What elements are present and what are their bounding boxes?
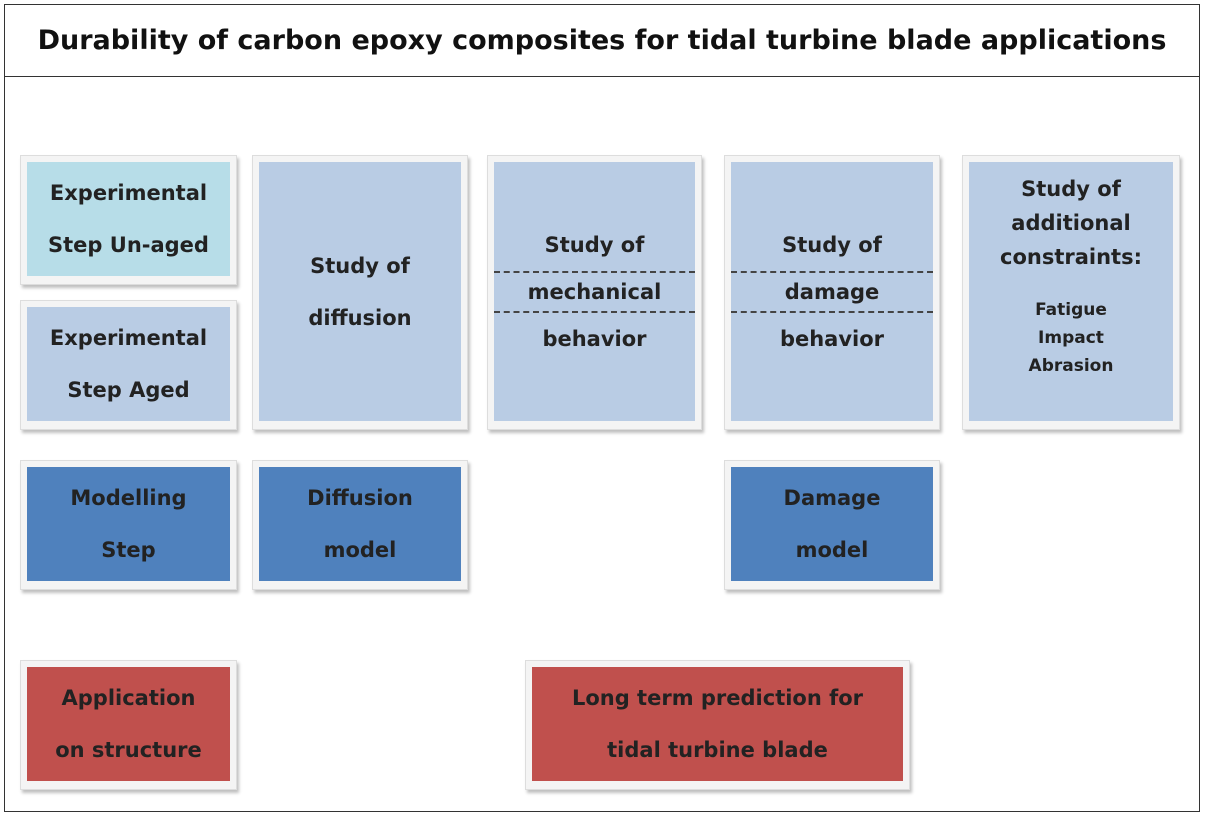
title: Durability of carbon epoxy composites fo… — [37, 25, 1167, 56]
box-fill: Experimental Step Un-aged — [27, 162, 230, 276]
step-box: Experimental Step Aged — [20, 300, 237, 430]
item-list: Fatigue Impact Abrasion — [1029, 296, 1114, 380]
box-label: Experimental — [49, 181, 208, 205]
box-label: tidal turbine blade — [607, 738, 828, 762]
title-bar: Durability of carbon epoxy composites fo… — [5, 5, 1199, 77]
diagram-frame: Durability of carbon epoxy composites fo… — [4, 4, 1200, 812]
box-fill: Study of damage behavior — [731, 162, 933, 421]
box-label: Application — [61, 686, 196, 710]
step-box: Study of additional constraints: Fatigue Imp… — [962, 155, 1180, 430]
step-box: Long term prediction for tidal turbine bl… — [525, 660, 910, 790]
step-box: Study of damage behavior — [724, 155, 940, 430]
box-label: mechanical — [494, 270, 695, 311]
step-box: Damage model — [724, 460, 940, 590]
box-label: Experimental — [49, 326, 208, 350]
box-fill: Study of additional constraints: Fatigue Imp… — [969, 162, 1173, 421]
box-label: behavior — [494, 310, 695, 365]
box-label: additional — [1011, 211, 1131, 235]
box-fill: Study of diffusion — [259, 162, 461, 421]
box-label: Study of — [310, 253, 410, 278]
box-fill: Application on structure — [27, 667, 230, 781]
step-box: Diffusion model — [252, 460, 468, 590]
box-label: model — [323, 538, 397, 562]
box-fill: Damage model — [731, 467, 933, 581]
box-label: Diffusion — [307, 486, 413, 510]
box-label: Study of — [782, 232, 882, 257]
box-label: Study of — [1021, 177, 1121, 201]
box-fill: Modelling Step — [27, 467, 230, 581]
box-fill: Study of mechanical behavior — [494, 162, 695, 421]
item-label: Abrasion — [1028, 356, 1114, 376]
box-fill: Experimental Step Aged — [27, 307, 230, 421]
box-label: Step — [101, 538, 156, 562]
box-label: Damage — [783, 486, 881, 510]
item-label: Fatigue — [1035, 300, 1107, 320]
box-label: damage — [731, 270, 933, 311]
box-label: Modelling — [70, 486, 187, 510]
box-label: Step Un-aged — [48, 233, 209, 257]
box-fill: Long term prediction for tidal turbine bl… — [532, 667, 903, 781]
box-label: Long term prediction for — [571, 686, 864, 710]
box-label: behavior — [731, 310, 933, 365]
step-box: Modelling Step — [20, 460, 237, 590]
box-label: Study of — [544, 232, 645, 257]
step-box: Study of mechanical behavior — [487, 155, 702, 430]
box-fill: Diffusion model — [259, 467, 461, 581]
box-label: model — [795, 538, 869, 562]
box-label: diffusion — [308, 305, 412, 330]
step-box: Study of diffusion — [252, 155, 468, 430]
box-label: on structure — [55, 738, 202, 762]
box-label: Step Aged — [67, 378, 190, 402]
step-box: Application on structure — [20, 660, 237, 790]
item-label: Impact — [1038, 328, 1104, 348]
box-label: constraints: — [1000, 245, 1142, 269]
step-box: Experimental Step Un-aged — [20, 155, 237, 285]
